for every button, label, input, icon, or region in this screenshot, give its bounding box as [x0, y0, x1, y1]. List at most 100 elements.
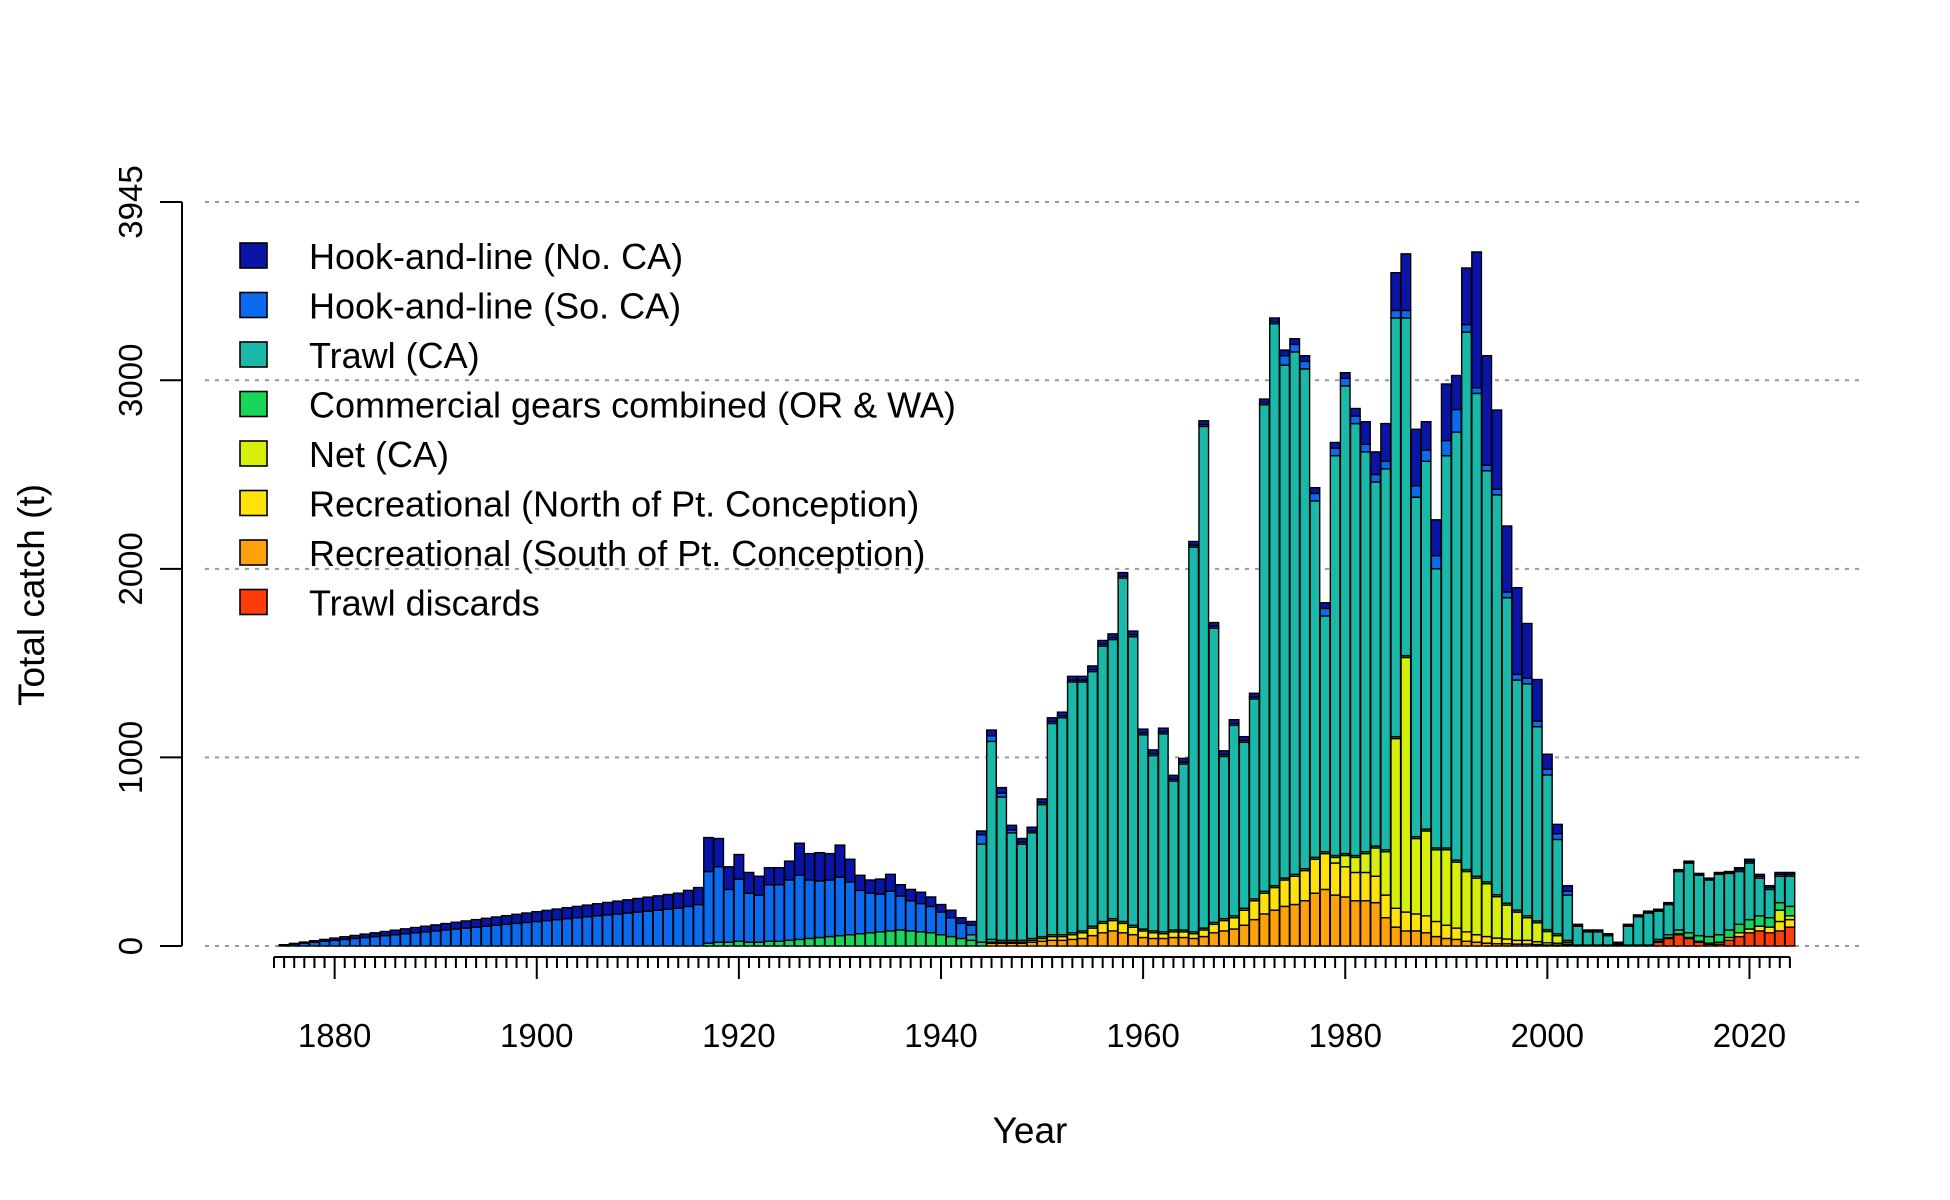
bar-segment-trawl-1979 — [1329, 454, 1341, 857]
bar-segment-rec_north-1954 — [1076, 932, 1088, 940]
bar-segment-hkl_north-1999 — [1531, 678, 1543, 722]
bar-segment-hkl_north-1915 — [682, 889, 694, 908]
bar-segment-comm_orwa-2015 — [1693, 934, 1705, 942]
bar-segment-hkl_north-1996 — [1501, 525, 1513, 593]
bar-segment-hkl_south-1925 — [783, 879, 795, 942]
bar-segment-comm_orwa-1938 — [915, 931, 927, 947]
bar-segment-hkl_north-2010 — [1642, 910, 1654, 913]
bar-segment-trawl-2001 — [1551, 838, 1563, 935]
bar-segment-hkl_south-1944 — [975, 834, 987, 845]
bar-segment-comm_orwa-1937 — [905, 930, 917, 947]
bar-segment-hkl_north-1987 — [1410, 428, 1422, 487]
bar-segment-hkl_north-2001 — [1551, 823, 1563, 835]
bar-segment-rec_north-1975 — [1289, 875, 1301, 906]
bar-segment-hkl_north-1876 — [288, 942, 300, 945]
bar-segment-comm_orwa-1931 — [844, 933, 856, 947]
bar-segment-trawl-1981 — [1349, 422, 1361, 857]
legend-swatch — [239, 539, 268, 566]
bar-segment-trawl-1992 — [1460, 331, 1472, 871]
legend-swatch — [239, 588, 268, 616]
bar-segment-hkl_north-1878 — [308, 940, 320, 943]
bar-segment-hkl_south-1881 — [339, 938, 351, 947]
bar-segment-rec_north-1994 — [1481, 935, 1493, 944]
bar-segment-hkl_south-1915 — [682, 905, 694, 947]
bar-segment-hkl_north-1943 — [965, 920, 977, 926]
bar-segment-trawl-2020 — [1743, 862, 1755, 921]
bar-segment-trawl-1976 — [1299, 368, 1311, 870]
bar-segment-discards-2019 — [1733, 935, 1745, 947]
bar-segment-hkl_north-1923 — [763, 867, 775, 886]
bar-segment-trawl-1980 — [1339, 385, 1351, 855]
bar-segment-hkl_north-1912 — [652, 895, 664, 911]
bar-segment-hkl_north-1913 — [662, 893, 674, 910]
bar-segment-hkl_south-1984 — [1380, 460, 1392, 470]
bar-segment-net-1990 — [1440, 849, 1452, 926]
bar-segment-comm_orwa-2021 — [1754, 915, 1766, 927]
bar-segment-hkl_north-1885 — [379, 930, 391, 937]
bar-segment-hkl_south-1883 — [359, 936, 371, 947]
bar-segment-hkl_south-1939 — [925, 905, 937, 934]
bar-segment-hkl_north-2015 — [1693, 872, 1705, 876]
bar-segment-hkl_north-2011 — [1653, 908, 1665, 911]
bar-segment-hkl_south-1980 — [1339, 377, 1351, 387]
bar-segment-net-1995 — [1491, 895, 1503, 939]
x-tick-label: 1940 — [904, 1017, 977, 1054]
bar-segment-trawl-1985 — [1390, 317, 1402, 738]
x-tick-label: 1920 — [702, 1017, 775, 1054]
bar-segment-trawl-1974 — [1279, 364, 1291, 879]
bar-segment-rec_north-1991 — [1450, 927, 1462, 941]
bar-segment-trawl-1950 — [1036, 803, 1048, 938]
bar-segment-trawl-2013 — [1673, 870, 1685, 931]
bar-segment-hkl_north-1899 — [521, 912, 533, 924]
bar-segment-rec_south-1977 — [1309, 892, 1321, 947]
bar-segment-rec_south-1958 — [1117, 932, 1129, 947]
bar-segment-hkl_north-1956 — [1097, 639, 1109, 645]
bar-segment-net-1979 — [1329, 856, 1341, 864]
bar-segment-comm_orwa-1936 — [895, 929, 907, 947]
bar-segment-rec_south-1970 — [1238, 924, 1250, 947]
bar-segment-rec_north-1956 — [1097, 922, 1109, 934]
bar-segment-rec_south-1954 — [1076, 937, 1088, 947]
bar-segment-hkl_north-1948 — [1016, 837, 1028, 843]
bar-segment-hkl_south-1935 — [884, 890, 896, 932]
bar-segment-trawl-1997 — [1511, 679, 1523, 911]
bar-segment-trawl-2019 — [1733, 870, 1745, 926]
bar-segment-hkl_south-1994 — [1481, 464, 1493, 472]
x-tick-label: 1960 — [1106, 1017, 1179, 1054]
y-tick-label: 3945 — [112, 165, 149, 238]
bar-segment-hkl_south-1882 — [349, 937, 361, 947]
bar-segment-net-1986 — [1400, 656, 1412, 913]
bar-segment-hkl_north-1880 — [329, 937, 341, 942]
bar-segment-rec_north-1958 — [1117, 922, 1129, 934]
bar-segment-hkl_north-1892 — [450, 921, 462, 930]
bar-segment-trawl-1971 — [1248, 698, 1260, 900]
bar-segment-hkl_north-2020 — [1743, 858, 1755, 862]
bar-segment-hkl_south-2000 — [1541, 768, 1553, 776]
bar-segment-hkl_north-1944 — [975, 830, 987, 836]
bar-segment-comm_orwa-1939 — [925, 932, 937, 947]
bar-segment-rec_south-1978 — [1319, 888, 1331, 947]
legend-label: Recreational (North of Pt. Conception) — [309, 484, 919, 525]
bar-segment-hkl_north-2004 — [1582, 929, 1594, 932]
bar-segment-trawl-1972 — [1258, 404, 1270, 893]
bar-segment-hkl_south-1929 — [824, 879, 836, 938]
bar-segment-hkl_south-1927 — [804, 879, 816, 940]
bar-segment-hkl_north-1979 — [1329, 441, 1341, 449]
bar-segment-hkl_south-1940 — [935, 911, 947, 936]
bar-segment-comm_orwa-1942 — [955, 937, 967, 947]
bar-segment-comm_orwa-1923 — [763, 940, 775, 947]
bar-segment-hkl_north-1902 — [551, 908, 563, 921]
bar-segment-rec_north-1980 — [1339, 866, 1351, 898]
bar-segment-hkl_north-1882 — [349, 934, 361, 940]
bar-segment-trawl-1956 — [1097, 645, 1109, 923]
bar-segment-trawl-1973 — [1268, 322, 1280, 887]
bar-segment-hkl_north-1922 — [753, 875, 765, 896]
bar-segment-hkl_south-1986 — [1400, 309, 1412, 319]
bar-segment-hkl_north-1951 — [1046, 717, 1058, 723]
bar-segment-net-1981 — [1349, 856, 1361, 874]
bar-segment-hkl_north-1930 — [834, 844, 846, 878]
bar-segment-hkl_south-1974 — [1279, 355, 1291, 366]
bar-segment-hkl_south-1912 — [652, 909, 664, 947]
bars — [278, 251, 1796, 947]
bar-segment-hkl_north-1966 — [1198, 420, 1210, 426]
